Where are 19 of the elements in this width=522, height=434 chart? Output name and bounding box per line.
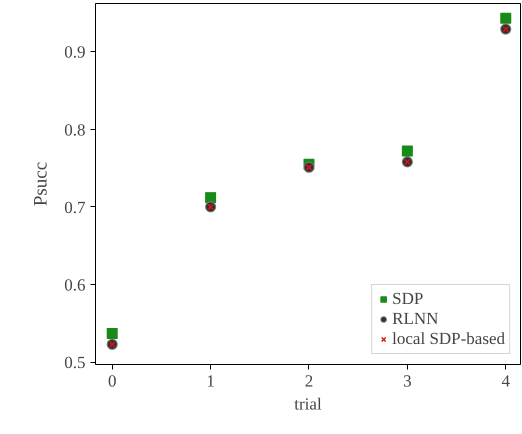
y-axis-title: Psucc [30,162,52,206]
x-tick-label: 3 [403,372,412,390]
legend-label: RLNN [392,309,438,329]
y-tick-label: 0.8 [64,120,86,140]
point [106,328,118,339]
point [205,192,216,204]
point [402,146,413,157]
x-tick-label: 0 [108,372,116,390]
x-tick-label: 1 [206,372,215,390]
y-tick-label: 0.5 [64,353,86,372]
x-tick-label: 4 [501,372,510,390]
legend-label: SDP [392,289,424,309]
y-tick-label: 0.9 [64,42,86,62]
y-tick-label: 0.7 [64,198,86,217]
legend-label: local SDP-based [392,329,505,349]
point [500,12,512,24]
y-tick-label: 0.6 [64,276,86,295]
x-tick-label: 2 [304,372,314,390]
x-axis-title: trial [294,394,322,414]
